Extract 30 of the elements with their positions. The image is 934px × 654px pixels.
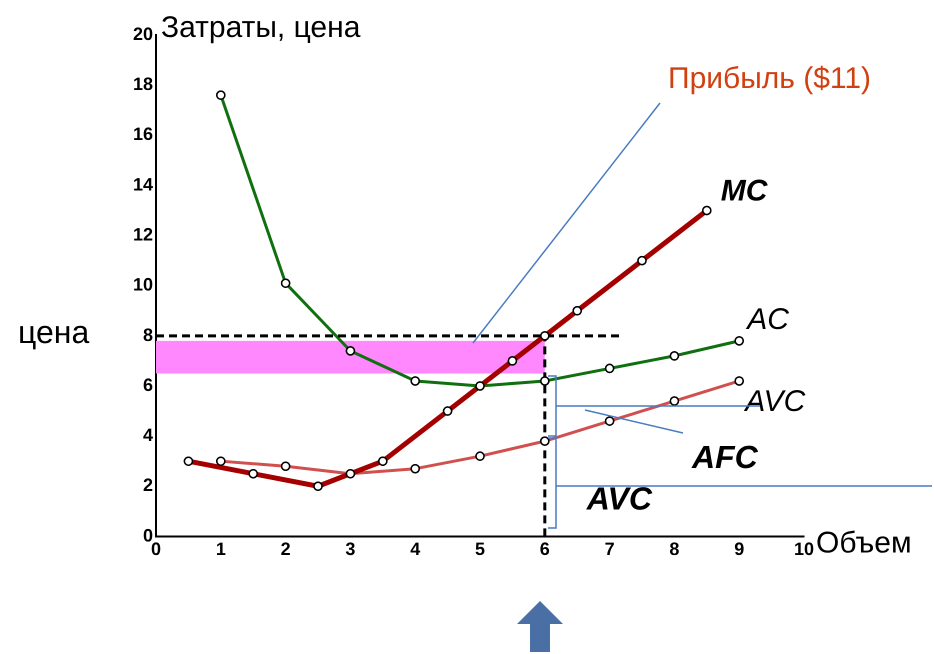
x-tick-label: 10 <box>794 539 814 560</box>
x-tick-label: 4 <box>410 539 420 560</box>
y-tick-label: 12 <box>132 224 154 245</box>
y-tick-label: 2 <box>143 475 154 496</box>
y-tick-label: 16 <box>132 124 154 144</box>
x-tick-label: 8 <box>669 539 680 560</box>
y-tick-label: 8 <box>143 324 154 345</box>
x-tick-label: 7 <box>604 539 615 560</box>
y-tick-label: 14 <box>132 174 154 194</box>
x-tick-label: 5 <box>475 539 486 560</box>
y-tick-label: 10 <box>132 274 154 295</box>
y-tick-label: 6 <box>143 374 154 395</box>
y-axis-title: Затраты, цена <box>161 11 361 44</box>
y-tick-label: 20 <box>132 24 154 44</box>
series-label: AC <box>745 302 790 336</box>
annotation: Прибыль ($11) <box>668 62 872 95</box>
x-axis-title: Объем <box>816 526 912 560</box>
series-label: MC <box>720 174 769 208</box>
y-tick-label: 18 <box>132 74 154 94</box>
x-tick-label: 6 <box>540 539 550 560</box>
annotation: AVC <box>586 480 653 517</box>
x-tick-label: 3 <box>345 539 356 560</box>
y-tick-label: 0 <box>143 525 154 546</box>
x-tick-label: 1 <box>216 539 226 560</box>
annotation: AFC <box>691 439 759 475</box>
x-tick-label: 9 <box>734 539 744 560</box>
x-tick-label: 2 <box>280 539 291 560</box>
series-label: AVC <box>743 384 806 418</box>
text: цена <box>18 314 90 350</box>
y-tick-label: 4 <box>143 425 154 446</box>
